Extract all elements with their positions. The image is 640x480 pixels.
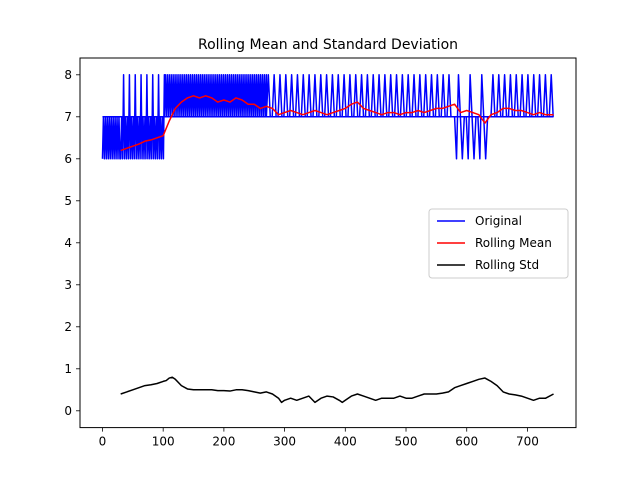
x-tick-label-100: 100 [152,435,175,449]
legend-label-rolling-mean: Rolling Mean [475,236,552,250]
x-tick-label-700: 700 [516,435,539,449]
legend: Original Rolling Mean Rolling Std [428,208,569,279]
x-tick-label-200: 200 [212,435,235,449]
x-axis: 0 100 200 300 400 500 600 700 [99,427,539,449]
series-line-original [101,74,554,160]
series-line-rolling-std [120,376,554,404]
y-tick-label-3: 3 [64,278,72,292]
legend-label-rolling-std: Rolling Std [475,258,539,272]
x-tick-label-0: 0 [99,435,107,449]
x-tick-label-400: 400 [334,435,357,449]
legend-entries: Original Rolling Mean Rolling Std [437,214,552,272]
series-layer [101,74,554,404]
y-tick-label-4: 4 [64,236,72,250]
series-rolling-std [120,376,554,404]
x-tick-label-300: 300 [273,435,296,449]
x-tick-label-600: 600 [455,435,478,449]
series-original [101,74,554,160]
y-tick-label-0: 0 [64,404,72,418]
y-axis: 0 1 2 3 4 5 6 7 8 [64,68,80,418]
legend-label-original: Original [475,214,522,228]
series-rolling-mean [120,95,554,152]
y-tick-label-5: 5 [64,194,72,208]
y-tick-label-6: 6 [64,152,72,166]
plot-area: 0 100 200 300 400 500 600 700 0 1 2 3 4 5 6 7 8 [64,57,577,449]
chart-title: Rolling Mean and Standard Deviation [198,37,458,53]
y-tick-label-2: 2 [64,320,72,334]
y-tick-label-8: 8 [64,68,72,82]
legend-frame [428,208,569,279]
series-line-rolling-mean [120,95,554,152]
x-tick-label-500: 500 [395,435,418,449]
y-tick-label-7: 7 [64,110,72,124]
y-tick-label-1: 1 [64,362,72,376]
